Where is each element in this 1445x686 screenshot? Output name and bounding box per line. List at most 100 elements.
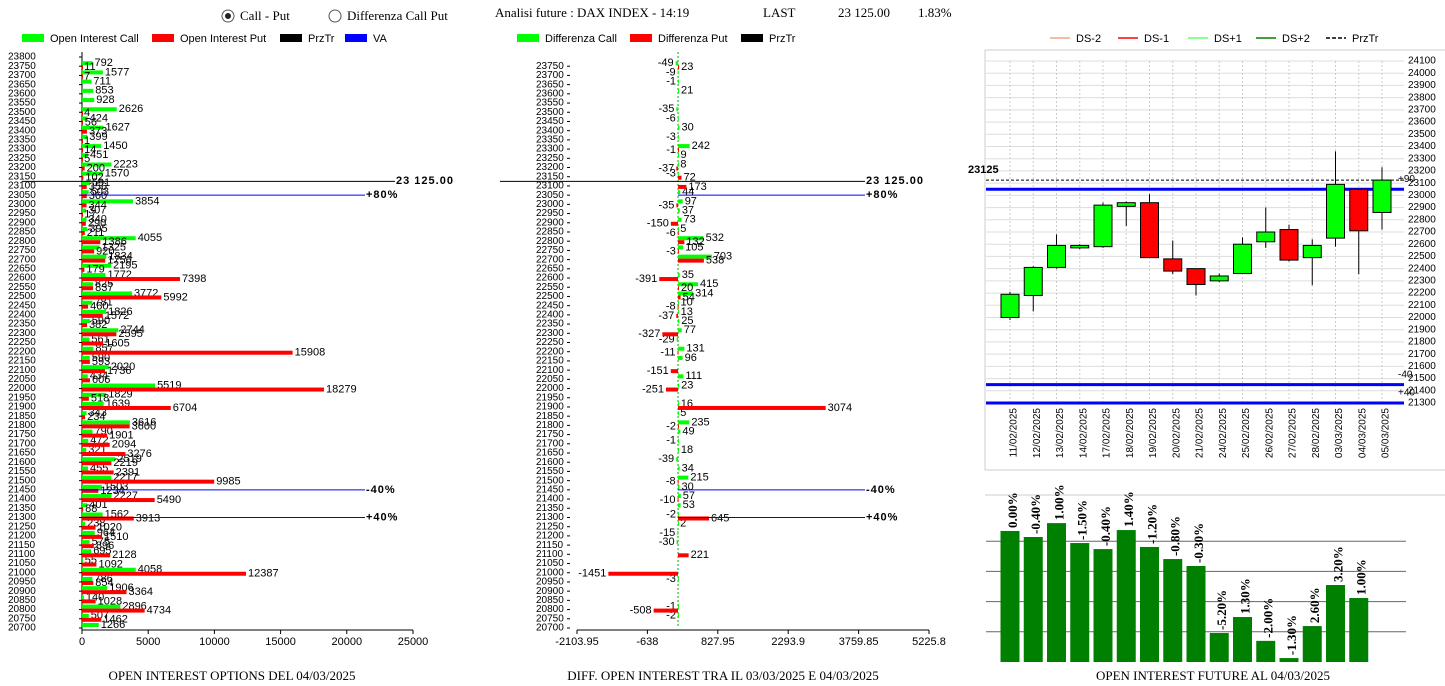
bar <box>608 571 679 576</box>
bar <box>677 438 679 443</box>
strike-label: 22650 <box>536 263 564 274</box>
radio-label[interactable]: Call - Put <box>240 8 290 23</box>
y-tick-label: 22300 <box>1408 275 1436 286</box>
y-tick-label: 23300 <box>1408 153 1436 164</box>
strike-label: 21150 <box>536 540 564 551</box>
bar <box>82 457 116 462</box>
bar <box>82 245 100 250</box>
bar-label: 131 <box>686 343 704 355</box>
bar-label: 460 <box>90 301 108 313</box>
bar <box>653 608 679 613</box>
legend-swatch <box>741 34 763 42</box>
header-title: Analisi future : DAX INDEX - 14:19 <box>495 5 689 20</box>
strike-label: 21100 <box>8 549 36 560</box>
x-tick-label: 19/02/2025 <box>1148 408 1159 458</box>
strike-label: 23650 <box>536 79 564 90</box>
bar <box>82 512 103 517</box>
strike-label: 22750 <box>8 245 36 256</box>
strike-label: 20850 <box>8 595 36 606</box>
candle-body <box>1372 179 1392 213</box>
bar-label: 12387 <box>248 568 279 580</box>
bar <box>82 190 89 195</box>
bar-label: 72 <box>683 172 695 184</box>
radio-button[interactable] <box>328 9 342 23</box>
bar-label: 373 <box>89 126 107 138</box>
radio-label[interactable]: Differenza Call Put <box>347 8 448 23</box>
bar-label: 896 <box>96 540 114 552</box>
bar-label: 1627 <box>106 122 130 134</box>
bar-label: 825 <box>95 278 113 290</box>
bar-label: -0.40% <box>1098 506 1113 546</box>
bar-label: 11 <box>84 61 95 73</box>
strike-label: 23300 <box>536 144 564 155</box>
bar-label: 606 <box>92 374 110 386</box>
strike-label: 22000 <box>8 383 36 394</box>
bar-label: 17 <box>84 208 96 220</box>
bar-label: -30 <box>659 536 675 548</box>
bar <box>82 304 89 309</box>
x-tick-label: 5000 <box>136 636 160 648</box>
bar <box>82 199 134 204</box>
bar <box>82 466 89 471</box>
bar-label: 5992 <box>163 291 187 303</box>
bar-label: 20 <box>681 282 693 294</box>
x-tick-label: 12/02/2025 <box>1032 408 1043 458</box>
bar <box>82 613 89 618</box>
strike-label: 23050 <box>8 190 36 201</box>
x-tick-label: 13/02/2025 <box>1055 408 1066 458</box>
strike-label: 23700 <box>536 70 564 81</box>
candle-body <box>1209 275 1229 282</box>
bar-label: 5 <box>84 153 90 165</box>
strike-label: 20800 <box>536 604 564 615</box>
legend-label: PrzTr <box>1352 33 1379 45</box>
bar <box>678 411 680 416</box>
bar <box>82 157 83 162</box>
bar-label: 105 <box>685 241 703 253</box>
bar <box>82 98 95 103</box>
strike-label: 23450 <box>536 116 564 127</box>
strike-label: 23200 <box>8 162 36 173</box>
strike-label: 23750 <box>536 61 564 72</box>
x-tick-label: 25000 <box>398 636 429 648</box>
bar-label: -8 <box>666 476 676 488</box>
last-value: 23 125.00 <box>838 5 890 20</box>
bar-label: 1756 <box>107 255 131 267</box>
strike-label: 22200 <box>536 346 564 357</box>
bar-label: -3 <box>666 131 676 143</box>
bar <box>678 295 681 300</box>
bar-label: 415 <box>700 278 718 290</box>
prztr-label: 23 125.00 <box>396 175 454 187</box>
y-tick-label: 23500 <box>1408 129 1436 140</box>
bar-label: 8 <box>680 158 686 170</box>
bar <box>82 576 93 581</box>
bar <box>82 540 90 545</box>
bar <box>82 580 94 585</box>
bar-label: 2626 <box>119 103 143 115</box>
bar <box>670 369 679 374</box>
bar-label: 234 <box>87 411 105 423</box>
bar <box>82 534 102 539</box>
bar <box>82 401 104 406</box>
strike-label: 22050 <box>8 374 36 385</box>
bar <box>82 420 130 425</box>
bar-label: 590 <box>92 315 110 327</box>
bar <box>678 190 681 195</box>
bar <box>82 107 117 112</box>
x-tick-label: 27/02/2025 <box>1288 408 1299 458</box>
bar <box>82 599 96 604</box>
bar <box>82 484 102 489</box>
bar-label: 360 <box>89 190 107 202</box>
bar <box>676 337 679 342</box>
bar-label: 221 <box>691 549 709 561</box>
bar <box>82 184 87 189</box>
bar <box>82 144 102 149</box>
candle-body <box>1256 231 1276 243</box>
bar <box>678 88 680 93</box>
bar-label: -1.20% <box>1144 504 1159 544</box>
bar <box>678 484 680 489</box>
strike-label: 22150 <box>536 356 564 367</box>
bar-label: -49 <box>658 57 674 69</box>
x-tick-label: 03/03/2025 <box>1334 408 1345 458</box>
bar <box>82 503 88 508</box>
